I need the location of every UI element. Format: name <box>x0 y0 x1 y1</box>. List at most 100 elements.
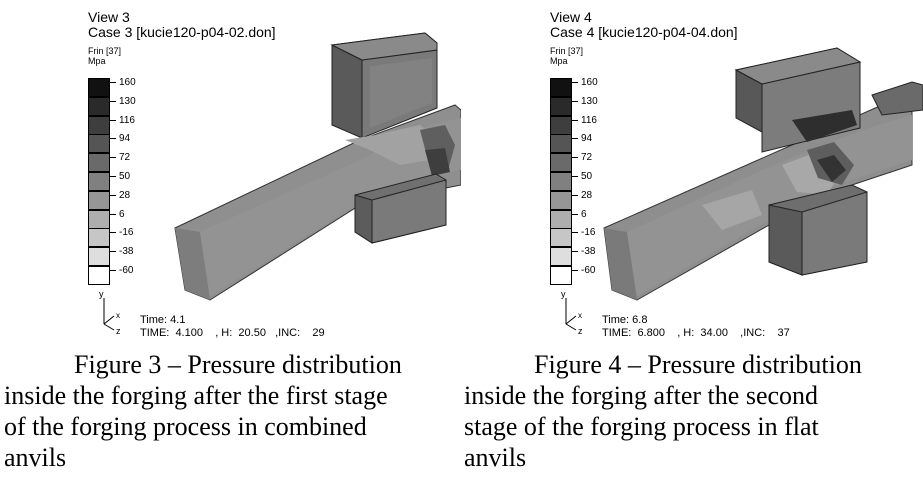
legend-tick <box>572 157 578 159</box>
legend-swatch <box>550 153 572 173</box>
legend-swatch <box>550 190 572 210</box>
legend-tick <box>572 100 578 102</box>
view-header: View 3 Case 3 [kucie120-p04-02.don] <box>88 10 276 40</box>
caption-line: of the forging process in combined <box>4 412 367 441</box>
legend-value: -38 <box>581 246 596 258</box>
legend-tick <box>572 213 578 215</box>
legend-swatch <box>88 96 110 116</box>
legend-swatch <box>550 266 572 285</box>
axis-y-label: y <box>561 289 566 299</box>
legend-tick <box>110 251 116 253</box>
legend-swatch <box>550 134 572 154</box>
variable-label: Frin [37] Mpa <box>550 46 583 66</box>
legend-tick <box>110 232 116 234</box>
variable-name: Frin [37] <box>550 46 584 56</box>
legend-tick <box>572 251 578 253</box>
axis-y-label: y <box>99 289 104 299</box>
variable-name: Frin [37] <box>88 46 122 56</box>
legend-value: -16 <box>581 227 596 239</box>
legend-swatch <box>88 190 110 210</box>
time-label: Time: 4.1 <box>140 314 186 326</box>
legend-value: 130 <box>581 95 598 107</box>
legend-tick <box>110 157 116 159</box>
legend-tick <box>110 176 116 177</box>
legend-tick <box>572 138 578 140</box>
legend-value: 94 <box>119 133 131 145</box>
caption-line: inside the forging after the second <box>464 381 819 410</box>
view-title: View 3 <box>88 9 130 25</box>
forging-simulation-render-4 <box>603 47 923 301</box>
axis-x-label: x <box>116 311 120 320</box>
forging-simulation-render-3 <box>174 32 461 301</box>
legend-value: 116 <box>119 114 135 126</box>
time-step-line: TIME: 4.100 , H: 20.50 ,INC: 29 <box>140 327 325 339</box>
legend-swatch <box>88 247 110 267</box>
caption-line: anvils <box>464 443 527 472</box>
caption-line: Figure 4 – Pressure distribution <box>534 350 862 379</box>
legend-swatch <box>88 134 110 154</box>
case-title: Case 3 [kucie120-p04-02.don] <box>88 24 276 40</box>
legend-value: 94 <box>581 133 593 145</box>
legend-value: 160 <box>581 77 598 88</box>
time-step-line: TIME: 6.800 , H: 34.00 ,INC: 37 <box>602 327 790 339</box>
legend-value: -16 <box>119 227 134 239</box>
legend-value: 6 <box>119 208 125 220</box>
legend-tick <box>110 270 116 271</box>
legend-tick <box>110 194 116 196</box>
legend-tick <box>110 213 116 215</box>
caption-line: stage of the forging process in flat <box>464 412 819 441</box>
figure-4-caption: Figure 4 – Pressure distribution inside … <box>464 349 920 473</box>
legend-tick <box>572 176 578 177</box>
legend-value: -60 <box>119 265 134 276</box>
legend-value: 160 <box>119 77 136 88</box>
unit-label: Mpa <box>550 56 568 66</box>
legend-swatch <box>88 115 110 135</box>
time-label: Time: 6.8 <box>602 314 648 326</box>
caption-line: anvils <box>4 443 67 472</box>
legend-tick <box>572 232 578 234</box>
legend-swatch <box>550 78 572 97</box>
variable-label: Frin [37] Mpa <box>88 46 121 66</box>
legend-tick <box>572 119 578 121</box>
legend-value: 72 <box>119 152 131 164</box>
legend-tick <box>110 100 116 102</box>
case-title: Case 4 [kucie120-p04-04.don] <box>550 24 738 40</box>
legend-value: 28 <box>581 189 593 201</box>
legend-swatch <box>88 228 110 248</box>
legend-tick <box>572 82 578 83</box>
legend-swatch <box>88 266 110 285</box>
legend-swatch <box>550 209 572 229</box>
legend-value: 116 <box>581 114 597 126</box>
legend-swatch <box>88 172 110 191</box>
legend-tick <box>110 138 116 140</box>
legend-value: -60 <box>581 265 596 276</box>
legend-value: 72 <box>581 152 593 164</box>
legend-value: 50 <box>581 171 593 182</box>
axis-x-label: x <box>578 311 582 320</box>
legend-tick <box>572 270 578 271</box>
view-title: View 4 <box>550 9 592 25</box>
legend-swatch <box>550 96 572 116</box>
legend-tick <box>110 119 116 121</box>
axis-z-label: z <box>116 326 121 334</box>
legend-swatch <box>88 209 110 229</box>
figure-4-panel: View 4 Case 4 [kucie120-p04-04.don] Frin… <box>462 0 923 345</box>
legend-swatch <box>88 78 110 97</box>
figure-3-panel: View 3 Case 3 [kucie120-p04-02.don] Frin… <box>0 0 461 345</box>
legend-tick <box>572 194 578 196</box>
unit-label: Mpa <box>88 56 106 66</box>
caption-line: inside the forging after the first stage <box>4 381 388 410</box>
legend-tick <box>110 82 116 83</box>
legend-value: 130 <box>119 95 136 107</box>
caption-line: Figure 3 – Pressure distribution <box>74 350 402 379</box>
legend-swatch <box>550 247 572 267</box>
legend-swatch <box>88 153 110 173</box>
axis-triad-icon: y z x <box>561 289 583 334</box>
legend-value: -38 <box>119 246 134 258</box>
legend-value: 28 <box>119 189 131 201</box>
figure-3-caption: Figure 3 – Pressure distribution inside … <box>4 349 452 473</box>
legend-swatch <box>550 115 572 135</box>
axis-z-label: z <box>578 326 583 334</box>
view-header: View 4 Case 4 [kucie120-p04-04.don] <box>550 10 738 40</box>
axis-triad-icon: y z x <box>99 289 121 334</box>
